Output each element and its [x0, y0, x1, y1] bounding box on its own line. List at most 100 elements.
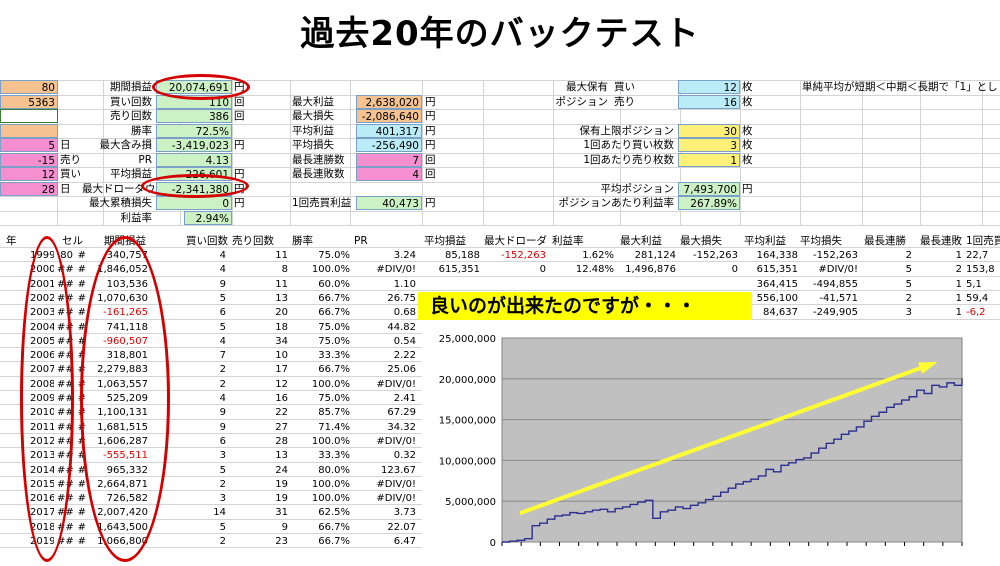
table-cell[interactable]: # [77, 278, 86, 290]
limit-value[interactable]: 1 [678, 152, 740, 167]
limit-value[interactable]: 30 [678, 123, 740, 138]
table-cell[interactable]: # [77, 536, 86, 547]
table-cell[interactable]: 6 [219, 307, 226, 319]
table-cell[interactable]: 66.7% [318, 536, 350, 547]
table-cell[interactable]: 13 [275, 450, 288, 462]
table-cell[interactable]: 18 [275, 321, 288, 333]
summary-mid-value[interactable]: 0 [156, 196, 232, 210]
summary-mid-value[interactable]: 386 [156, 109, 232, 123]
table-cell[interactable]: 2 [219, 536, 226, 547]
summary-right-value[interactable]: 4 [356, 167, 422, 181]
table-cell[interactable]: 23 [275, 536, 288, 547]
table-cell[interactable]: 59,4 [966, 292, 989, 304]
table-cell[interactable]: 12 [275, 378, 288, 390]
table-cell[interactable]: 5 [219, 521, 226, 533]
table-cell[interactable]: 16 [275, 393, 288, 404]
table-cell[interactable]: # [77, 478, 86, 490]
table-cell[interactable]: 11 [275, 250, 288, 261]
table-cell[interactable]: 75.0% [318, 393, 350, 404]
table-cell[interactable]: 9 [219, 278, 226, 290]
table-cell[interactable]: 0.68 [393, 307, 416, 319]
table-cell[interactable]: 5 [219, 464, 226, 476]
table-cell[interactable]: 2 [905, 250, 912, 261]
table-cell[interactable]: # [77, 507, 86, 519]
table-cell[interactable]: 1 [955, 250, 962, 261]
table-cell[interactable]: -152,263 [501, 250, 546, 261]
table-cell[interactable]: 4 [219, 393, 226, 404]
table-cell[interactable]: 33.3% [318, 350, 350, 362]
table-cell[interactable]: 100.0% [311, 435, 350, 447]
table-cell[interactable]: 3 [219, 450, 226, 462]
table-cell[interactable]: #DIV/0! [376, 493, 416, 505]
table-cell[interactable]: 26.75 [387, 292, 416, 304]
table-cell[interactable]: 75.0% [318, 250, 350, 261]
table-cell[interactable]: # [77, 493, 86, 505]
table-cell[interactable]: 17 [275, 364, 288, 376]
table-cell[interactable]: 8 [281, 264, 288, 276]
table-cell[interactable]: 19 [275, 493, 288, 505]
table-cell[interactable]: 80 [60, 250, 73, 261]
table-cell[interactable]: 20 [275, 307, 288, 319]
table-cell[interactable]: 7 [219, 350, 226, 362]
table-cell[interactable]: -249,905 [813, 307, 858, 319]
table-cell[interactable]: 25.06 [387, 364, 416, 376]
table-cell[interactable]: 85.7% [318, 407, 350, 419]
table-cell[interactable]: 153,8 [966, 264, 995, 276]
table-cell[interactable]: # [77, 264, 86, 276]
table-cell[interactable]: 85,188 [445, 250, 480, 261]
table-cell[interactable]: 1.10 [393, 278, 416, 290]
table-cell[interactable]: 28 [275, 435, 288, 447]
table-cell[interactable]: ## [57, 521, 73, 533]
table-cell[interactable]: 3 [219, 493, 226, 505]
table-cell[interactable]: 5 [905, 264, 912, 276]
table-cell[interactable]: 100.0% [311, 493, 350, 505]
table-cell[interactable]: #DIV/0! [376, 435, 416, 447]
table-cell[interactable]: # [77, 321, 86, 333]
table-cell[interactable]: # [77, 335, 86, 347]
table-cell[interactable]: #DIV/0! [376, 264, 416, 276]
avg-value[interactable]: 267.89% [678, 196, 740, 210]
summary-left-value[interactable]: 5363 [0, 94, 58, 109]
summary-right-value[interactable]: 2,638,020 [356, 94, 422, 109]
table-cell[interactable]: -494,855 [813, 278, 858, 290]
table-cell[interactable]: 75.0% [318, 335, 350, 347]
table-cell[interactable]: 31 [275, 507, 288, 519]
table-cell[interactable]: 27 [275, 421, 288, 433]
table-cell[interactable]: 5 [219, 321, 226, 333]
table-cell[interactable]: 3.73 [393, 507, 416, 519]
table-cell[interactable]: 4 [219, 264, 226, 276]
table-cell[interactable]: 1,496,876 [625, 264, 676, 276]
table-cell[interactable]: 5 [905, 278, 912, 290]
table-cell[interactable]: ## [57, 264, 73, 276]
table-cell[interactable]: 22.07 [387, 521, 416, 533]
table-cell[interactable]: 5 [219, 292, 226, 304]
table-cell[interactable]: 615,351 [438, 264, 480, 276]
table-cell[interactable]: 100.0% [311, 378, 350, 390]
summary-right-value[interactable]: 7 [356, 152, 422, 167]
table-cell[interactable]: 66.7% [318, 292, 350, 304]
table-cell[interactable]: 0.32 [393, 450, 416, 462]
summary-mid-value[interactable]: 4.13 [156, 152, 232, 167]
table-cell[interactable]: # [77, 307, 86, 319]
table-cell[interactable]: 6 [219, 435, 226, 447]
summary-mid-value[interactable]: 72.5% [156, 123, 232, 138]
table-cell[interactable]: 9 [219, 421, 226, 433]
summary-left-value[interactable]: 28 [0, 181, 58, 196]
table-cell[interactable]: 80.0% [318, 464, 350, 476]
table-cell[interactable]: 1 [955, 307, 962, 319]
table-cell[interactable]: 1 [955, 292, 962, 304]
table-cell[interactable]: 44.82 [387, 321, 416, 333]
table-cell[interactable]: 2.41 [393, 393, 416, 404]
table-cell[interactable]: 3 [905, 307, 912, 319]
summary-mid-value[interactable]: -3,419,023 [156, 138, 232, 152]
table-cell[interactable]: 67.29 [387, 407, 416, 419]
table-cell[interactable]: 9 [219, 407, 226, 419]
table-cell[interactable]: 66.7% [318, 364, 350, 376]
table-cell[interactable]: 123.67 [381, 464, 416, 476]
table-cell[interactable]: 0.54 [393, 335, 416, 347]
table-cell[interactable]: 164,338 [756, 250, 798, 261]
table-cell[interactable]: 2 [219, 378, 226, 390]
table-cell[interactable]: 12.48% [575, 264, 614, 276]
table-cell[interactable]: 6.47 [393, 536, 416, 547]
table-cell[interactable]: 10 [275, 350, 288, 362]
